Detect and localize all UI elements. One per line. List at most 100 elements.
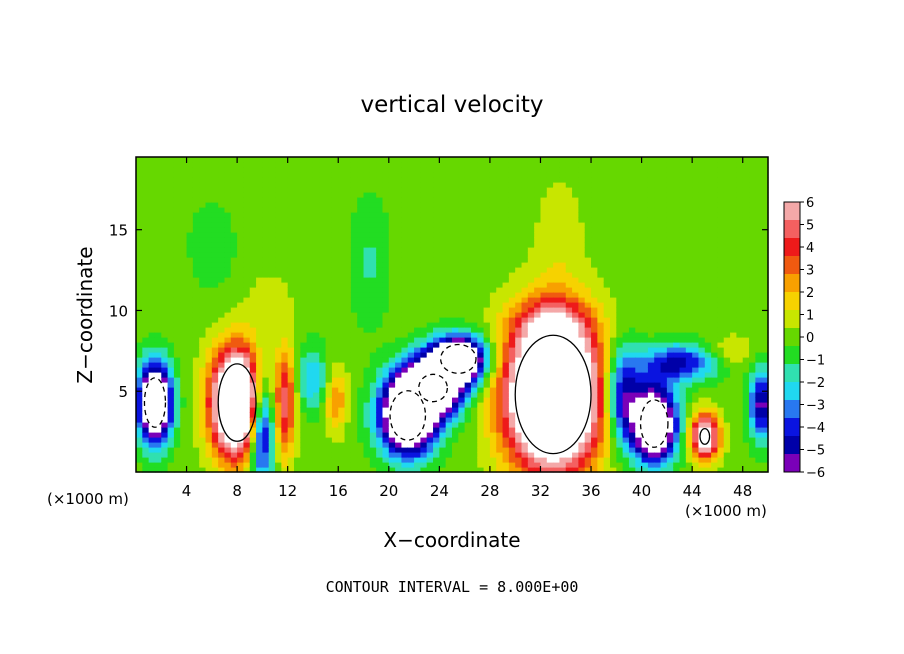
heatmap-cell: [610, 352, 617, 358]
heatmap-cell: [300, 377, 308, 383]
heatmap-cell: [369, 412, 377, 418]
heatmap-cell: [591, 467, 598, 473]
heatmap-cell: [287, 237, 295, 243]
heatmap-cell: [382, 362, 390, 368]
heatmap-cell: [527, 407, 535, 413]
heatmap-cell: [395, 247, 403, 253]
heatmap-cell: [205, 397, 213, 403]
heatmap-cell: [136, 222, 143, 228]
heatmap-cell: [294, 262, 301, 268]
heatmap-cell: [136, 317, 143, 323]
heatmap-cell: [338, 412, 346, 418]
heatmap-cell: [186, 407, 194, 413]
heatmap-cell: [148, 257, 156, 263]
heatmap-cell: [489, 207, 497, 213]
heatmap-cell: [331, 197, 339, 203]
heatmap-cell: [622, 367, 630, 373]
heatmap-cell: [515, 192, 523, 198]
heatmap-cell: [148, 182, 156, 188]
heatmap-cell: [477, 172, 485, 178]
heatmap-cell: [521, 407, 529, 413]
heatmap-cell: [312, 382, 320, 388]
heatmap-cell: [376, 257, 384, 263]
heatmap-cell: [489, 272, 497, 278]
heatmap-cell: [420, 177, 428, 183]
heatmap-cell: [281, 452, 289, 458]
heatmap-cell: [534, 162, 542, 168]
heatmap-cell: [376, 417, 384, 423]
heatmap-cell: [338, 277, 346, 283]
heatmap-cell: [420, 332, 428, 338]
heatmap-cell: [319, 387, 327, 393]
heatmap-cell: [489, 352, 497, 358]
heatmap-cell: [477, 162, 485, 168]
heatmap-cell: [142, 422, 150, 428]
heatmap-cell: [205, 337, 213, 343]
heatmap-cell: [610, 327, 617, 333]
heatmap-cell: [553, 262, 561, 268]
heatmap-cell: [294, 327, 301, 333]
heatmap-cell: [142, 297, 150, 303]
heatmap-cell: [502, 157, 510, 163]
heatmap-cell: [572, 467, 579, 473]
heatmap-cell: [306, 222, 314, 228]
heatmap-cell: [388, 392, 396, 398]
heatmap-cell: [635, 467, 643, 473]
heatmap-cell: [249, 157, 257, 163]
heatmap-cell: [218, 182, 226, 188]
heatmap-cell: [502, 177, 510, 183]
heatmap-cell: [262, 157, 270, 163]
heatmap-cell: [218, 222, 226, 228]
heatmap-cell: [420, 307, 428, 313]
heatmap-cell: [445, 272, 453, 278]
heatmap-cell: [211, 207, 219, 213]
heatmap-cell: [458, 302, 466, 308]
heatmap-cell: [281, 327, 289, 333]
heatmap-cell: [350, 202, 358, 208]
heatmap-cell: [388, 432, 396, 438]
heatmap-cell: [154, 297, 162, 303]
heatmap-cell: [553, 192, 561, 198]
heatmap-cell: [464, 297, 472, 303]
heatmap-cell: [357, 237, 365, 243]
heatmap-cell: [407, 332, 415, 338]
heatmap-cell: [199, 257, 207, 263]
heatmap-cell: [477, 322, 485, 328]
heatmap-cell: [287, 192, 295, 198]
heatmap-cell: [508, 382, 516, 388]
heatmap-cell: [173, 292, 181, 298]
heatmap-cell: [464, 312, 472, 318]
heatmap-cell: [546, 387, 554, 393]
heatmap-cell: [508, 197, 516, 203]
heatmap-cell: [470, 372, 478, 378]
heatmap-cell: [205, 217, 213, 223]
heatmap-cell: [477, 207, 485, 213]
heatmap-cell: [622, 362, 630, 368]
heatmap-cell: [414, 232, 421, 238]
heatmap-cell: [205, 227, 213, 233]
heatmap-cell: [597, 322, 605, 328]
heatmap-cell: [458, 452, 466, 458]
heatmap-cell: [382, 447, 390, 453]
heatmap-cell: [173, 367, 181, 373]
heatmap-cell: [508, 322, 516, 328]
heatmap-cell: [142, 192, 150, 198]
heatmap-cell: [489, 382, 497, 388]
heatmap-cell: [534, 382, 542, 388]
heatmap-cell: [622, 162, 630, 168]
heatmap-cell: [628, 202, 636, 208]
heatmap-cell: [584, 212, 592, 218]
heatmap-cell: [470, 237, 478, 243]
heatmap-cell: [243, 327, 251, 333]
heatmap-cell: [154, 372, 162, 378]
heatmap-cell: [312, 362, 320, 368]
heatmap-cell: [559, 392, 567, 398]
heatmap-cell: [180, 272, 188, 278]
heatmap-cell: [578, 247, 586, 253]
heatmap-cell: [180, 367, 188, 373]
heatmap-cell: [363, 262, 371, 268]
heatmap-cell: [540, 407, 548, 413]
heatmap-cell: [199, 422, 207, 428]
heatmap-cell: [534, 207, 542, 213]
heatmap-cell: [628, 452, 636, 458]
